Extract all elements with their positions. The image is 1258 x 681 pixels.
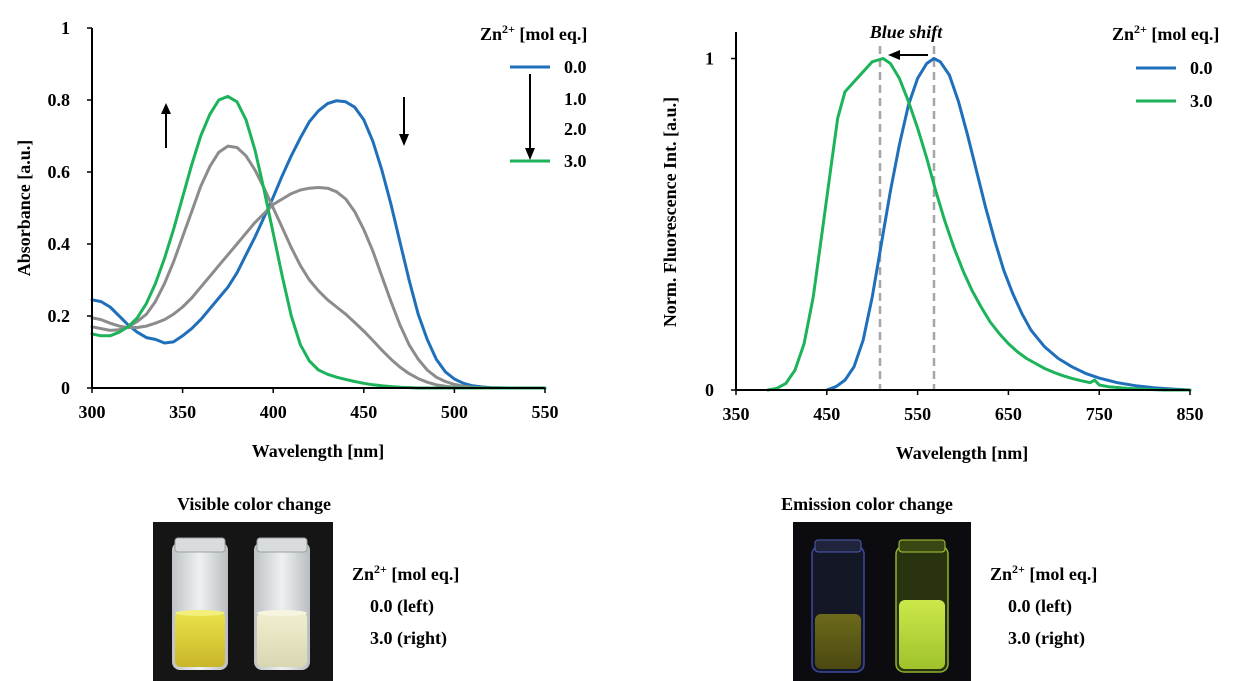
fl-y-tick-label-0: 0 [705,380,714,400]
visible-color-panel: Visible color change Zn2+ [mol eq.] 0.0 … [153,494,459,681]
emission-panel-line-0: 0.0 (left) [1008,596,1072,617]
abs-series-line-1 [90,186,547,390]
fl-x-tick-label-3: 650 [995,404,1022,424]
fluorescence-x-ticks: 350 450 550 650 750 850 [723,390,1204,424]
abs-x-tick-label-0: 300 [79,402,106,422]
abs-y-tick-label-1: 0.2 [48,306,71,326]
fl-x-tick-label-1: 450 [813,404,840,424]
abs-y-tick-label-0: 0 [61,378,70,398]
fl-series-line-0 [825,57,1192,392]
visible-panel-title: Visible color change [177,494,331,514]
fluorescence-legend: Zn2+ [mol eq.] 0.0 3.0 [1112,22,1219,111]
fl-x-tick-label-4: 750 [1086,404,1113,424]
abs-series-line-0 [90,99,547,390]
emission-panel-legend: Zn2+ [mol eq.] [990,562,1097,584]
abs-x-tick-label-2: 400 [260,402,287,422]
legend-entry-0: 0.0 [564,57,587,77]
fluorescence-y-ticks: 01 [705,49,736,400]
abs-series-line-3 [90,94,547,390]
absorbance-legend: Zn2+ [mol eq.] 0.0 1.0 2.0 3.0 [480,22,587,171]
abs-x-tick-label-3: 450 [350,402,377,422]
emission-vials-photo [793,522,971,681]
fluorescence-series [766,57,1192,392]
fluorescence-chart: 350 450 550 650 750 850 01 Wavelength [nm] No… [660,22,1219,463]
abs-x-tick-label-1: 350 [169,402,196,422]
absorbance-chart: 300 350 400 450 500 550 0 0.2 0.4 0.6 0.8 1 Wavele… [14,18,587,461]
abs-y-tick-label-4: 0.8 [48,90,71,110]
legend-entry-3: 3.0 [564,151,587,171]
fl-x-tick-label-2: 550 [904,404,931,424]
emission-panel-title: Emission color change [781,494,953,514]
fluorescence-legend-title: Zn2+ [mol eq.] [1112,22,1219,44]
fl-legend-entry-0: 0.0 [1190,58,1213,78]
blue-shift-arrow-icon [888,50,900,60]
absorbance-series [90,94,547,390]
absorbance-legend-title: Zn2+ [mol eq.] [480,22,587,44]
fl-legend-entry-1: 3.0 [1190,91,1213,111]
abs-y-tick-label-3: 0.6 [48,162,71,182]
absorbance-x-label: Wavelength [nm] [252,441,385,461]
visible-vials-photo [153,522,333,681]
absorbance-y-label: Absorbance [a.u.] [14,140,34,277]
fluorescence-x-label: Wavelength [nm] [896,443,1029,463]
abs-x-tick-label-5: 550 [532,402,559,422]
visible-panel-line-0: 0.0 (left) [370,596,434,617]
emission-panel-line-1: 3.0 (right) [1008,628,1085,649]
visible-panel-line-1: 3.0 (right) [370,628,447,649]
fl-x-tick-label-0: 350 [723,404,750,424]
legend-entry-2: 2.0 [564,119,587,139]
legend-entry-1: 1.0 [564,89,587,109]
absorbance-y-ticks: 0 0.2 0.4 0.6 0.8 1 [48,18,92,398]
legend-arrow-icon [525,148,535,160]
fluorescence-y-label: Norm. Fluorescence Int. [a.u.] [660,97,680,327]
fl-series-line-1 [766,57,1192,392]
fl-x-tick-label-5: 850 [1177,404,1204,424]
abs-x-tick-label-4: 500 [441,402,468,422]
fl-y-tick-label-1: 1 [705,49,714,69]
abs-series-line-2 [90,144,547,390]
visible-panel-legend: Zn2+ [mol eq.] [352,562,459,584]
abs-y-tick-label-5: 1 [61,18,70,38]
emission-color-panel: Emission color change Zn2+ [mol eq.] 0.0… [781,494,1097,681]
decrease-arrow-icon [399,134,409,146]
absorbance-x-ticks: 300 350 400 450 500 550 [79,388,559,422]
increase-arrow-icon [161,103,171,114]
abs-y-tick-label-2: 0.4 [48,234,71,254]
blue-shift-annotation: Blue shift [869,22,944,42]
